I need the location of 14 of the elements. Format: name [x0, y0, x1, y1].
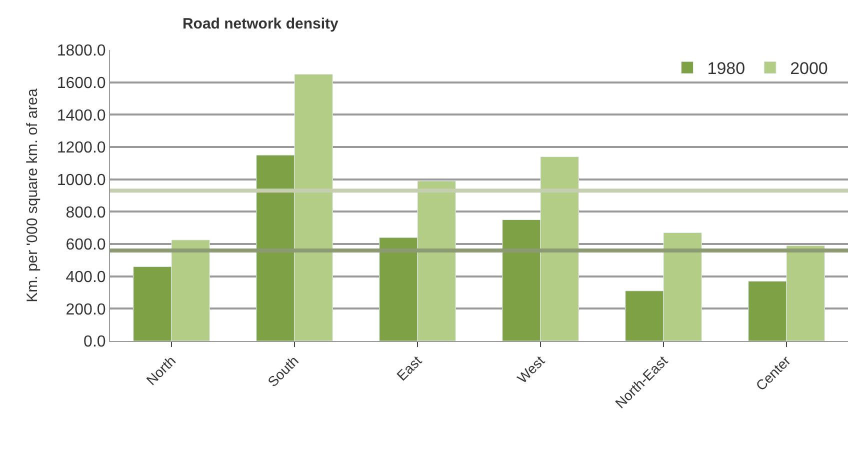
y-tick-label: 400.0 [66, 268, 106, 286]
legend-label: 1980 [707, 59, 746, 78]
y-tick-label: 200.0 [66, 301, 106, 318]
y-tick-label: 1200.0 [56, 140, 106, 157]
y-tick-label: 1400.0 [56, 107, 106, 124]
legend-label: 2000 [790, 59, 828, 78]
y-tick-label: 0.0 [84, 334, 106, 351]
y-tick-label: 1800.0 [56, 42, 106, 60]
y-tick-label: 600.0 [66, 236, 106, 254]
y-tick-label: 1000.0 [56, 172, 106, 189]
y-axis-title: Km. per '000 square km. of area [24, 88, 42, 302]
y-tick-label: 1600.0 [56, 74, 106, 92]
y-tick-label: 800.0 [66, 204, 106, 222]
chart-title: Road network density [182, 16, 339, 33]
